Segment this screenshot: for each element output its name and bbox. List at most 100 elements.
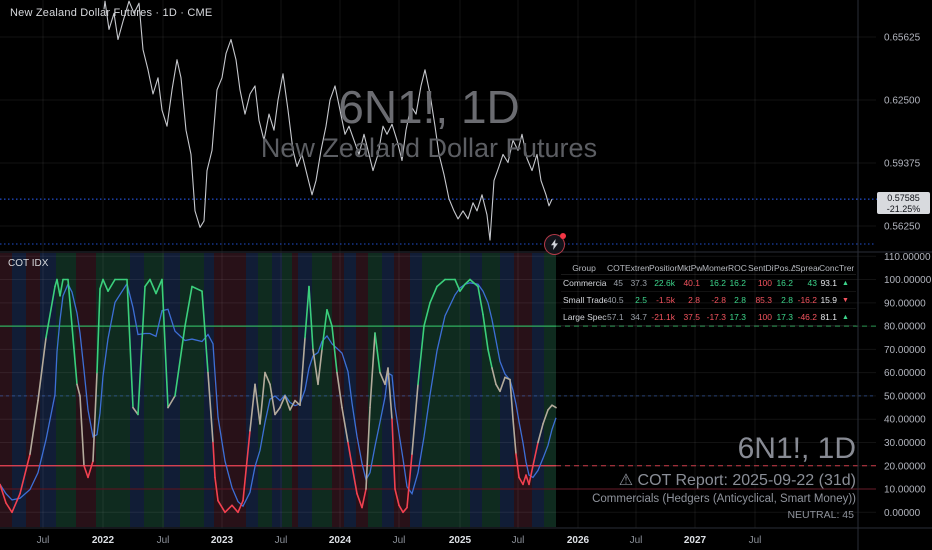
table-cell: 22.6k	[654, 278, 675, 288]
table-row-label: Small Traders	[563, 295, 607, 305]
cot-summary-table: Group COTExtremPositionMktPwrMomentROCSen…	[561, 261, 856, 326]
table-header-cell: MktPwr	[677, 262, 702, 273]
table-cell: 40.5	[607, 295, 624, 305]
table-cell: 57.1	[607, 312, 624, 322]
table-cell: 16.2	[729, 278, 746, 288]
svg-text:Jul: Jul	[157, 535, 170, 546]
table-header-cell: SentDiv	[748, 262, 774, 273]
svg-text:2024: 2024	[329, 535, 352, 546]
table-cell: -16.2	[797, 295, 817, 305]
svg-text:Jul: Jul	[393, 535, 406, 546]
alert-badge-dot	[560, 233, 566, 239]
table-cell: 81.1	[820, 312, 837, 322]
svg-text:Jul: Jul	[512, 535, 525, 546]
table-header-cell: Spread	[795, 262, 819, 273]
table-header-row: Group COTExtremPositionMktPwrMomentROCSen…	[561, 261, 856, 275]
price-levels	[0, 198, 877, 245]
svg-text:Jul: Jul	[275, 535, 288, 546]
table-header-cell: Moment	[702, 262, 728, 273]
svg-text:0.62500: 0.62500	[884, 96, 921, 107]
time-axis[interactable]: Jul 2022 Jul 2023 Jul 2024 Jul 2025 Jul 2026 Jul 20…	[37, 535, 762, 546]
table-cell: 37.3	[630, 278, 647, 288]
svg-text:70.00000: 70.00000	[884, 345, 926, 356]
table-cell: 2.8	[734, 295, 746, 305]
table-cell: 34.7	[630, 312, 647, 322]
table-cell: 17.3	[729, 312, 746, 322]
svg-text:40.00000: 40.00000	[884, 415, 926, 426]
last-price-value: 0.57585	[887, 193, 920, 203]
svg-text:0.59375: 0.59375	[884, 159, 921, 170]
table-cell: 17.3	[776, 312, 793, 322]
indicator-title[interactable]: COT IDX	[8, 258, 49, 269]
table-cell: 16.2	[776, 278, 793, 288]
gridlines	[0, 0, 876, 528]
table-cell: -2.8	[711, 295, 726, 305]
indicator-hlines	[0, 325, 876, 490]
table-header-cell: Pos.Δ	[774, 262, 795, 273]
svg-text:2027: 2027	[684, 535, 707, 546]
table-cell: 15.9	[820, 295, 837, 305]
table-row: Commercials4537.322.6k40.116.216.210016.…	[561, 275, 856, 292]
table-cell: -17.3	[706, 312, 726, 322]
svg-text:90.00000: 90.00000	[884, 298, 926, 309]
table-cell: 2.8	[688, 295, 700, 305]
trend-arrow-icon: ▼	[842, 296, 849, 304]
svg-text:2022: 2022	[92, 535, 115, 546]
svg-text:2026: 2026	[567, 535, 590, 546]
table-header-cell: Trend	[839, 262, 854, 273]
table-cell: 85.3	[755, 295, 772, 305]
svg-text:110.00000: 110.00000	[884, 252, 931, 263]
table-cell: -1.5k	[656, 295, 675, 305]
table-cell: 45	[613, 278, 623, 288]
table-row: Small Traders40.5 2.5 -1.5k 2.8 -2.8 2.8 85.3 2…	[561, 292, 856, 309]
table-header-cell: Extrem	[625, 262, 649, 273]
last-price-label: 0.57585 -21.25%	[877, 192, 930, 214]
table-header-cell: COT	[607, 262, 625, 273]
table-cell: -21.1k	[651, 312, 675, 322]
svg-text:Jul: Jul	[37, 535, 50, 546]
svg-text:Jul: Jul	[749, 535, 762, 546]
trend-arrow-icon: ▲	[842, 279, 849, 287]
svg-text:2025: 2025	[449, 535, 472, 546]
cot-background-bands	[0, 253, 556, 527]
svg-text:10.00000: 10.00000	[884, 485, 926, 496]
table-cell: 2.5	[635, 295, 647, 305]
cot-index-line	[0, 278, 557, 514]
table-cell: -46.2	[797, 312, 817, 322]
svg-text:Jul: Jul	[630, 535, 643, 546]
table-cell: 16.2	[709, 278, 726, 288]
svg-text:80.00000: 80.00000	[884, 322, 926, 333]
table-cell: 93.1	[820, 278, 837, 288]
svg-text:0.00000: 0.00000	[884, 508, 921, 519]
alert-marker[interactable]	[544, 233, 566, 255]
table-row-label: Commercials	[563, 278, 607, 288]
last-price-change: -21.25%	[886, 203, 921, 214]
table-cell: 100	[757, 278, 772, 288]
trend-arrow-icon: ▲	[842, 313, 849, 321]
svg-text:30.00000: 30.00000	[884, 438, 926, 449]
table-cell: 100	[757, 312, 772, 322]
price-axis[interactable]: 0.65625 0.62500 0.59375 0.56250 110.00000 100…	[884, 33, 932, 519]
table-header-cell: Position	[649, 262, 677, 273]
price-line	[103, 0, 553, 241]
svg-text:2023: 2023	[211, 535, 234, 546]
table-cell: 37.5	[683, 312, 700, 322]
symbol-title[interactable]: New Zealand Dollar Futures · 1D · CME	[10, 7, 213, 19]
table-header-cell: ROC	[728, 262, 747, 273]
cot-signal-line	[0, 282, 557, 508]
svg-text:0.65625: 0.65625	[884, 33, 921, 44]
table-cell: 2.8	[781, 295, 793, 305]
svg-text:50.00000: 50.00000	[884, 391, 926, 402]
svg-text:100.00000: 100.00000	[884, 275, 932, 286]
svg-text:60.00000: 60.00000	[884, 368, 926, 379]
svg-text:20.00000: 20.00000	[884, 461, 926, 472]
table-row: Large Specs 57.1 34.7 -21.1k 37.5 -17.3 17.3 10…	[561, 309, 856, 326]
lightning-icon	[550, 239, 559, 250]
table-cell: 40.1	[683, 278, 700, 288]
table-header-cell: Conc	[819, 262, 839, 273]
svg-text:0.56250: 0.56250	[884, 222, 921, 233]
table-cell: 43	[807, 278, 817, 288]
